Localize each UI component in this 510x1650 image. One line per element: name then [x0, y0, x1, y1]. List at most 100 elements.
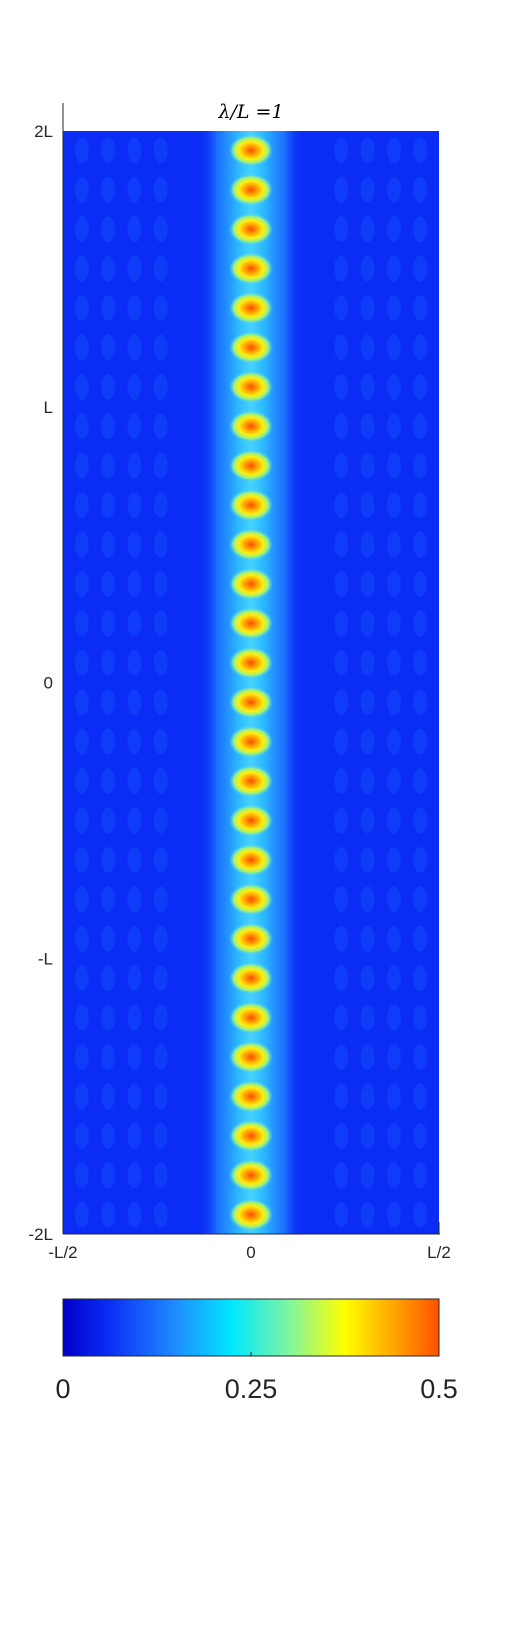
texture-blob	[101, 1004, 116, 1031]
texture-blob	[386, 1004, 401, 1031]
texture-blob	[153, 216, 168, 243]
texture-blob	[334, 216, 349, 243]
texture-blob	[74, 452, 89, 479]
texture-blob	[127, 1083, 142, 1110]
texture-blob	[127, 531, 142, 558]
texture-blob	[127, 452, 142, 479]
y-tick-label: 2L	[34, 122, 53, 141]
texture-blob	[413, 846, 428, 873]
texture-blob	[127, 216, 142, 243]
heatmap-spot	[229, 843, 273, 876]
texture-blob	[413, 531, 428, 558]
heatmap-spot	[229, 804, 273, 837]
colorbar-tick-labels: 0 0.25 0.5	[55, 1374, 457, 1404]
texture-blob	[153, 1201, 168, 1228]
texture-blob	[101, 1083, 116, 1110]
texture-blob	[413, 1044, 428, 1071]
texture-blob	[334, 570, 349, 597]
texture-blob	[334, 1122, 349, 1149]
texture-blob	[74, 137, 89, 164]
texture-blob	[413, 728, 428, 755]
heatmap-spot	[229, 291, 273, 324]
texture-blob	[74, 807, 89, 834]
x-tick-label: -L/2	[48, 1243, 77, 1262]
texture-blob	[360, 728, 375, 755]
texture-blob	[386, 1201, 401, 1228]
texture-blob	[74, 373, 89, 400]
texture-blob	[127, 1004, 142, 1031]
texture-blob	[74, 1162, 89, 1189]
texture-blob	[127, 965, 142, 992]
texture-blob	[101, 728, 116, 755]
texture-blob	[153, 1004, 168, 1031]
texture-blob	[413, 1083, 428, 1110]
texture-blob	[386, 373, 401, 400]
texture-blob	[74, 768, 89, 795]
texture-blob	[386, 1044, 401, 1071]
texture-blob	[74, 294, 89, 321]
texture-blob	[360, 255, 375, 282]
texture-blob	[127, 294, 142, 321]
texture-blob	[101, 886, 116, 913]
texture-blob	[153, 965, 168, 992]
texture-blob	[386, 492, 401, 519]
texture-blob	[386, 925, 401, 952]
texture-blob	[360, 886, 375, 913]
texture-blob	[101, 807, 116, 834]
texture-blob	[153, 1162, 168, 1189]
texture-blob	[153, 373, 168, 400]
texture-blob	[127, 1201, 142, 1228]
texture-blob	[153, 689, 168, 716]
texture-blob	[153, 334, 168, 361]
texture-blob	[360, 807, 375, 834]
texture-blob	[153, 610, 168, 637]
texture-blob	[386, 807, 401, 834]
texture-blob	[360, 1122, 375, 1149]
texture-blob	[127, 807, 142, 834]
texture-blob	[386, 886, 401, 913]
texture-blob	[153, 294, 168, 321]
texture-blob	[74, 570, 89, 597]
x-tick-label: 0	[246, 1243, 255, 1262]
texture-blob	[360, 216, 375, 243]
texture-blob	[360, 334, 375, 361]
heatmap-spot	[229, 331, 273, 364]
texture-blob	[334, 925, 349, 952]
texture-blob	[127, 492, 142, 519]
texture-blob	[360, 176, 375, 203]
texture-blob	[386, 965, 401, 992]
texture-blob	[127, 1044, 142, 1071]
texture-blob	[413, 452, 428, 479]
texture-blob	[127, 689, 142, 716]
texture-blob	[74, 1122, 89, 1149]
texture-blob	[360, 1162, 375, 1189]
heatmap-spot	[229, 607, 273, 640]
texture-blob	[360, 649, 375, 676]
heatmap-spot	[229, 528, 273, 561]
texture-blob	[334, 531, 349, 558]
texture-blob	[127, 768, 142, 795]
texture-blob	[101, 570, 116, 597]
texture-blob	[413, 294, 428, 321]
texture-blob	[360, 610, 375, 637]
heatmap-spot	[229, 252, 273, 285]
texture-blob	[74, 492, 89, 519]
texture-blob	[74, 1083, 89, 1110]
texture-blob	[153, 768, 168, 795]
texture-blob	[334, 492, 349, 519]
heatmap-spots	[229, 134, 273, 1231]
texture-blob	[334, 886, 349, 913]
texture-blob	[360, 1044, 375, 1071]
heatmap-spot	[229, 765, 273, 798]
colorbar-tick-label: 0	[55, 1374, 70, 1404]
texture-blob	[360, 689, 375, 716]
texture-blob	[360, 768, 375, 795]
heatmap-spot	[229, 646, 273, 679]
texture-blob	[127, 373, 142, 400]
texture-blob	[413, 176, 428, 203]
texture-blob	[413, 886, 428, 913]
texture-blob	[334, 373, 349, 400]
texture-blob	[127, 846, 142, 873]
texture-blob	[413, 925, 428, 952]
texture-blob	[386, 1122, 401, 1149]
